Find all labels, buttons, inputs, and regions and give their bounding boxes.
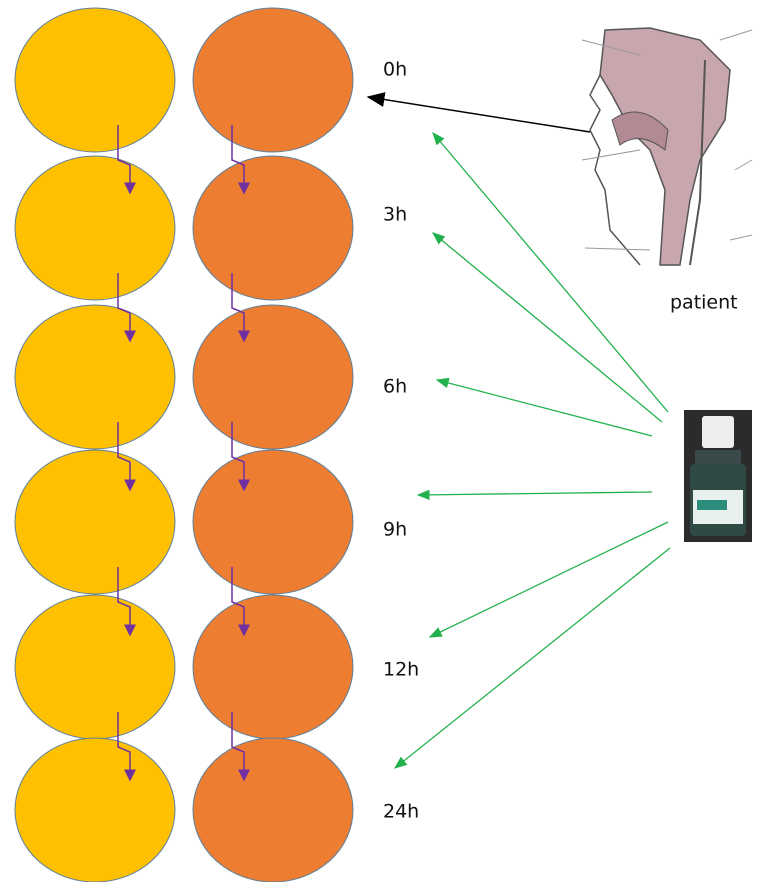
dose-arrow (435, 377, 653, 437)
transfer-arrow (231, 422, 250, 492)
transfer-arrow (117, 567, 136, 637)
green-arrows (393, 132, 671, 769)
transfer-arrow (117, 125, 136, 195)
dose-arrow (432, 132, 669, 413)
medication-bottle (684, 410, 752, 542)
dose-arrow (393, 547, 671, 769)
yellow-sample (14, 594, 176, 740)
yellow-sample (14, 449, 176, 595)
transfer-arrow (231, 273, 250, 343)
orange-sample (192, 594, 354, 740)
orange-sample (192, 449, 354, 595)
transfer-arrow (117, 712, 136, 782)
time-label: 0h (383, 59, 407, 81)
time-label: 3h (383, 204, 407, 226)
orange-sample (192, 304, 354, 450)
dose-arrow (428, 521, 669, 638)
dose-arrow (416, 489, 653, 501)
transfer-arrow (231, 567, 250, 637)
time-label: 6h (383, 376, 407, 398)
sample-columns: 0h 3h 6h 9h 12h 24h (14, 7, 419, 882)
transfer-arrow (231, 712, 250, 782)
arrow (366, 92, 591, 133)
dose-arrow (431, 232, 663, 423)
yellow-sample (14, 737, 176, 882)
orange-sample (192, 737, 354, 882)
transfer-arrow (117, 273, 136, 343)
patient-head-illustration (581, 22, 753, 267)
yellow-sample (14, 7, 176, 153)
orange-sample (192, 7, 354, 153)
yellow-sample (14, 304, 176, 450)
time-label: 9h (383, 519, 407, 541)
orange-sample (192, 155, 354, 301)
yellow-sample (14, 155, 176, 301)
time-label: 12h (383, 659, 419, 681)
time-label: 24h (383, 801, 419, 823)
patient-label: patient (670, 292, 738, 314)
transfer-arrow (117, 422, 136, 492)
transfer-arrow (231, 125, 250, 195)
